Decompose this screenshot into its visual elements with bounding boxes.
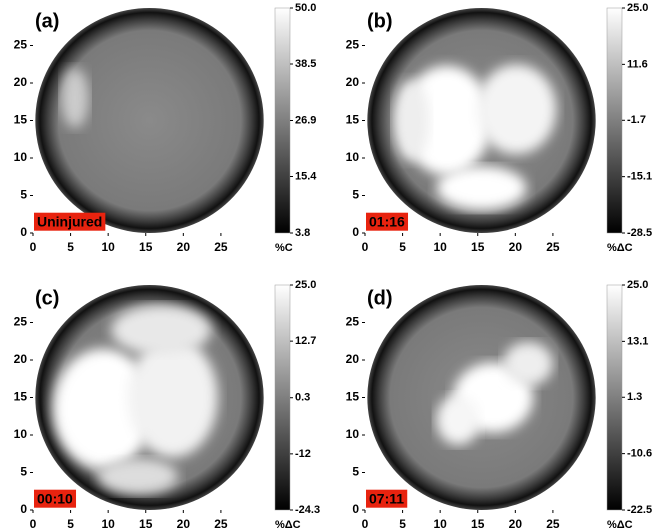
y-tick-label: 15 <box>346 113 360 127</box>
colorbar-tick-label: 11.6 <box>627 58 648 70</box>
image-panel <box>367 8 595 233</box>
y-tick-label: 20 <box>14 75 28 89</box>
time-label: Uninjured <box>37 214 102 230</box>
colorbar-tick-label: -22.5 <box>627 504 652 516</box>
bright-region <box>128 338 218 458</box>
colorbar-tick-label: -15.1 <box>627 171 652 183</box>
y-tick-label: 0 <box>352 225 359 239</box>
y-tick-label: 15 <box>14 390 28 404</box>
bright-region <box>98 458 178 494</box>
colorbar-label: %ΔC <box>607 519 633 530</box>
time-label: 07:11 <box>369 491 404 507</box>
y-tick-label: 0 <box>20 502 27 516</box>
x-tick-label: 0 <box>362 240 369 254</box>
colorbar <box>607 8 622 233</box>
colorbar-tick-label: 50.0 <box>295 2 316 14</box>
bright-region <box>394 81 430 161</box>
y-tick-label: 10 <box>346 427 360 441</box>
colorbar-label: %C <box>275 242 293 254</box>
y-tick-label: 5 <box>352 465 359 479</box>
y-tick-label: 5 <box>20 188 27 202</box>
x-tick-label: 5 <box>399 240 406 254</box>
colorbar-tick-label: 25.0 <box>627 2 648 14</box>
panel-label: (c) <box>35 287 59 309</box>
colorbar-tick-label: 1.3 <box>627 391 642 403</box>
colorbar-tick-label: 38.5 <box>295 58 316 70</box>
y-tick-label: 20 <box>346 352 360 366</box>
x-tick-label: 0 <box>30 517 37 530</box>
x-tick-label: 5 <box>67 240 74 254</box>
y-tick-label: 25 <box>14 315 28 329</box>
bright-region <box>61 68 89 128</box>
bright-region <box>436 395 480 445</box>
colorbar <box>275 285 290 510</box>
y-tick-label: 20 <box>346 75 360 89</box>
x-tick-label: 25 <box>546 240 560 254</box>
image-panel <box>35 8 263 233</box>
image-panel <box>35 285 263 510</box>
panel-label: (d) <box>367 287 393 309</box>
bright-region <box>476 64 556 154</box>
colorbar-tick-label: -12 <box>295 448 311 460</box>
bright-region <box>437 166 527 210</box>
x-tick-label: 10 <box>101 240 115 254</box>
y-tick-label: 25 <box>346 315 360 329</box>
panel-label: (a) <box>35 10 59 32</box>
colorbar-tick-label: -1.7 <box>627 114 646 126</box>
colorbar-tick-label: 15.4 <box>295 170 317 182</box>
y-tick-label: 10 <box>14 150 28 164</box>
x-tick-label: 5 <box>399 517 406 530</box>
y-tick-label: 0 <box>20 225 27 239</box>
time-label: 01:16 <box>369 214 405 230</box>
colorbar-tick-label: 3.8 <box>295 227 310 239</box>
y-tick-label: 0 <box>352 502 359 516</box>
colorbar-tick-label: -28.5 <box>627 227 652 239</box>
colorbar-tick-label: 0.3 <box>295 392 310 404</box>
x-tick-label: 5 <box>67 517 74 530</box>
x-tick-label: 10 <box>433 517 447 530</box>
x-tick-label: 20 <box>509 240 523 254</box>
colorbar-tick-label: 13.1 <box>627 335 648 347</box>
colorbar-label: %ΔC <box>607 242 633 254</box>
panel-label: (b) <box>367 10 393 32</box>
colorbar-tick-label: 12.7 <box>295 335 316 347</box>
bright-region <box>503 342 553 386</box>
x-tick-label: 10 <box>433 240 447 254</box>
x-tick-label: 25 <box>214 240 228 254</box>
x-tick-label: 20 <box>177 517 191 530</box>
x-tick-label: 15 <box>139 517 153 530</box>
figure: 0 5 10 15 20 25 0 5 10 15 20 25 (a) Uninjured 50.0 38.5… <box>0 0 654 530</box>
y-tick-label: 15 <box>14 113 28 127</box>
colorbar-tick-label: 26.9 <box>295 114 316 126</box>
x-tick-label: 15 <box>471 517 485 530</box>
colorbar <box>275 8 290 233</box>
x-tick-label: 10 <box>101 517 115 530</box>
y-tick-label: 10 <box>14 427 28 441</box>
colorbar-tick-label: -24.3 <box>295 504 320 516</box>
x-tick-label: 15 <box>139 240 153 254</box>
colorbar-tick-label: 25.0 <box>295 279 316 291</box>
y-tick-label: 10 <box>346 150 360 164</box>
x-tick-label: 15 <box>471 240 485 254</box>
colorbar-tick-label: 25.0 <box>627 279 648 291</box>
y-tick-label: 20 <box>14 352 28 366</box>
y-tick-label: 25 <box>346 38 360 52</box>
y-tick-label: 15 <box>346 390 360 404</box>
x-tick-label: 0 <box>30 240 37 254</box>
colorbar <box>607 285 622 510</box>
colorbar-label: %ΔC <box>275 519 301 530</box>
bright-region <box>111 305 211 355</box>
x-tick-label: 25 <box>214 517 228 530</box>
x-tick-label: 0 <box>362 517 369 530</box>
x-tick-label: 25 <box>546 517 560 530</box>
y-tick-label: 5 <box>20 465 27 479</box>
time-label: 00:10 <box>37 491 73 507</box>
colorbar-tick-label: -10.6 <box>627 448 652 460</box>
y-tick-label: 5 <box>352 188 359 202</box>
image-panel <box>367 285 595 510</box>
x-tick-label: 20 <box>509 517 523 530</box>
y-tick-label: 25 <box>14 38 28 52</box>
x-tick-label: 20 <box>177 240 191 254</box>
